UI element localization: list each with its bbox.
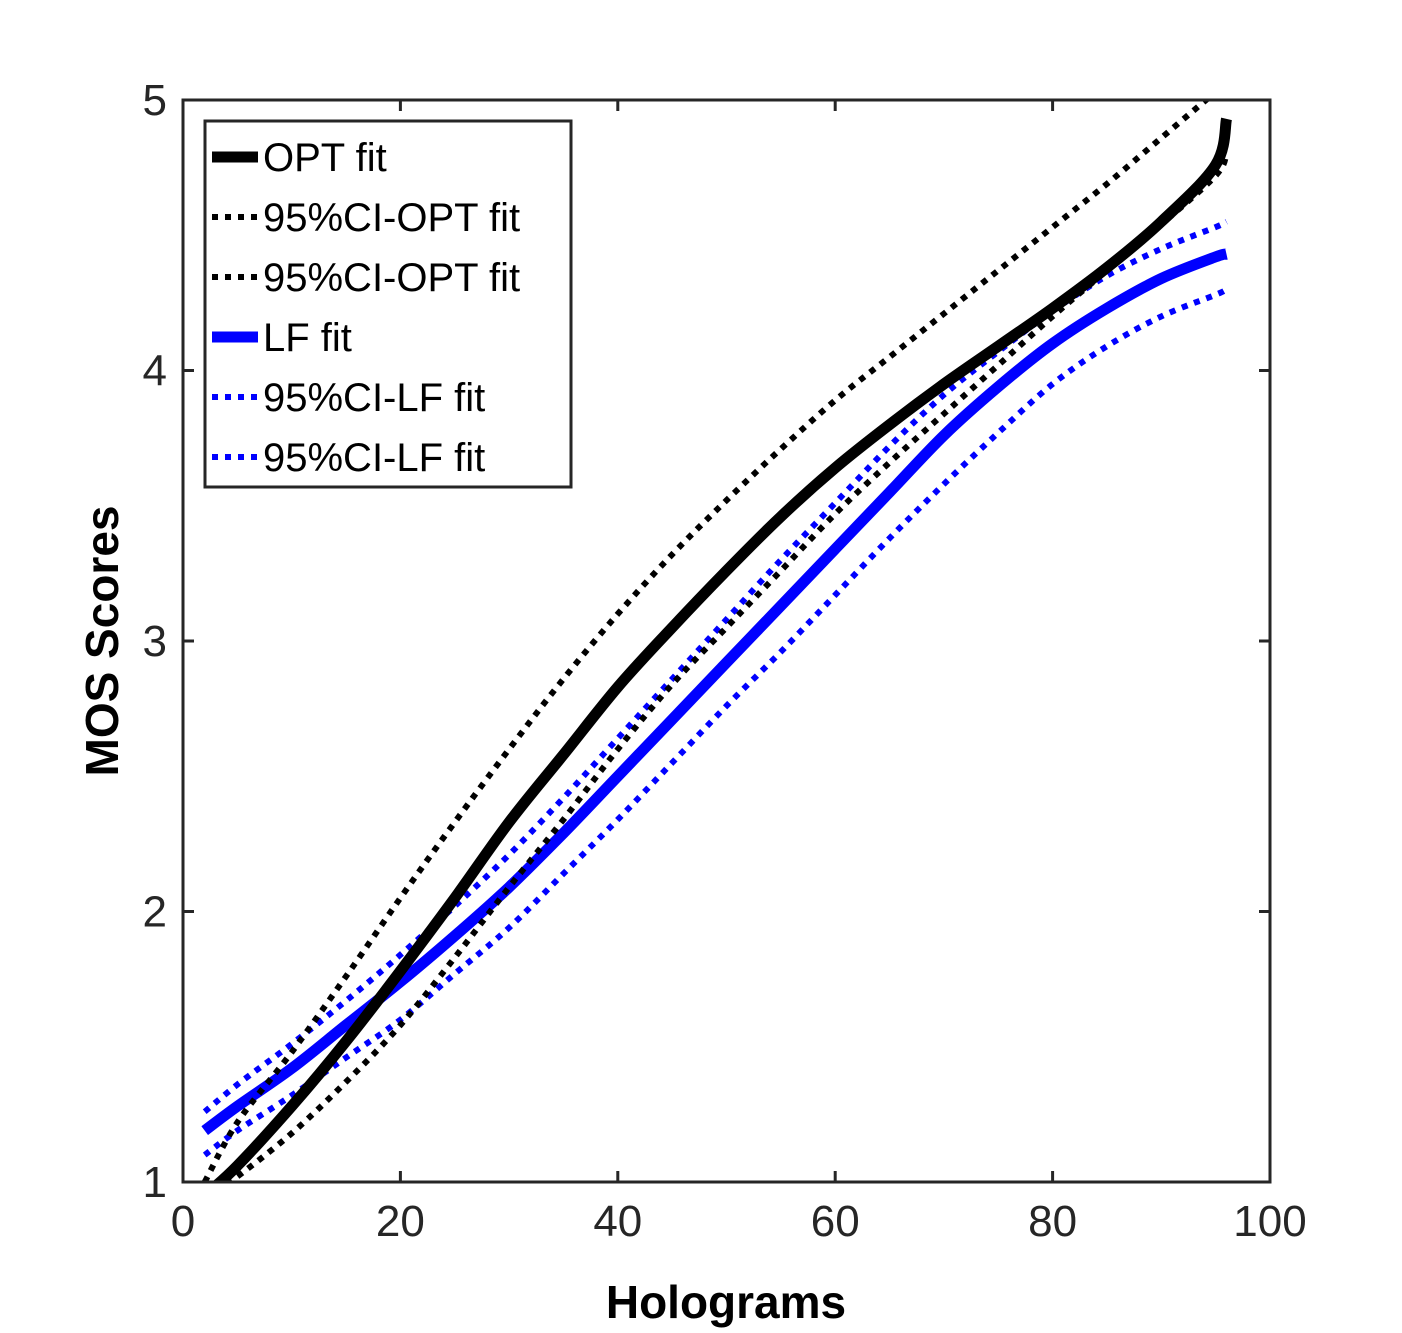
series-lines (201, 100, 1232, 1182)
x-tick-label: 40 (593, 1197, 642, 1246)
series-line-5 (202, 286, 1228, 1158)
legend-label-0: OPT fit (263, 136, 387, 180)
y-axis-title: MOS Scores (76, 506, 128, 777)
y-tick-label: 5 (143, 76, 167, 125)
plot-frame (181, 98, 1272, 1184)
x-tick-label: 100 (1233, 1197, 1306, 1246)
x-axis-title: Holograms (606, 1276, 846, 1328)
x-tick-label: 0 (171, 1197, 195, 1246)
series-line-0 (211, 117, 1232, 1182)
legend-box (203, 119, 573, 489)
series-line-1 (202, 100, 1211, 1182)
y-tick-label: 1 (143, 1158, 167, 1207)
legend-label-1: 95%CI-OPT fit (263, 196, 520, 240)
x-tick-label: 20 (376, 1197, 425, 1246)
x-tick-label: 60 (811, 1197, 860, 1246)
legend-label-5: 95%CI-LF fit (263, 436, 485, 480)
legend-label-2: 95%CI-OPT fit (263, 256, 520, 300)
legend-label-4: 95%CI-LF fit (263, 376, 485, 420)
legend: OPT fit 95%CI-OPT fit 95%CI-OPT fit LF fit 9… (203, 119, 573, 489)
y-tick-labels: 1 2 3 4 5 (143, 76, 167, 1207)
y-tick-label: 3 (143, 617, 167, 666)
legend-label-3: LF fit (263, 316, 352, 360)
y-tick-label: 2 (143, 888, 167, 937)
x-tick-labels: 0 20 40 60 80 100 (171, 1197, 1307, 1246)
x-tick-label: 80 (1028, 1197, 1077, 1246)
y-tick-label: 4 (143, 347, 167, 396)
